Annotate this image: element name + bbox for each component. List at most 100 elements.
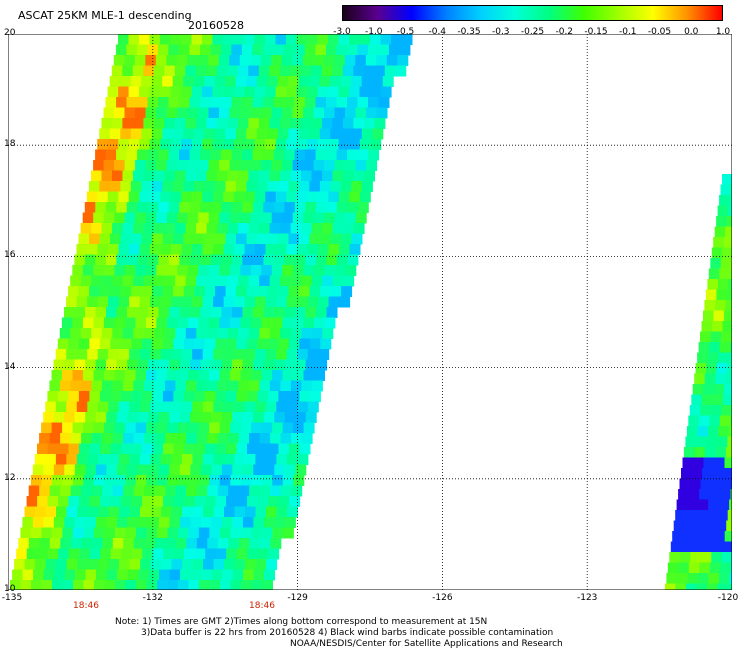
swath-cell (716, 289, 728, 301)
swath-cell (175, 170, 186, 182)
swath-cell (110, 496, 122, 507)
swath-cell (254, 139, 266, 150)
swath-cell (365, 55, 377, 66)
swath-cell (305, 307, 317, 318)
swath-cell (64, 359, 76, 371)
swath-cell (106, 307, 117, 318)
swath-cell (219, 475, 231, 486)
swath-cell (35, 506, 46, 518)
swath-cell (256, 181, 268, 192)
swath-cell (307, 191, 319, 203)
swath-cell (730, 342, 732, 353)
swath-cell (240, 212, 252, 224)
swath-cell (704, 300, 716, 311)
swath-cell (219, 422, 231, 434)
swath-cell (147, 254, 159, 266)
swath-cell (143, 380, 155, 392)
swath-cell (227, 65, 239, 77)
swath-cell (202, 296, 214, 308)
swath-cell (89, 233, 100, 245)
swath-cell (246, 338, 258, 350)
swath-cell (178, 580, 189, 590)
swath-cell (78, 391, 90, 402)
swath-cell (98, 506, 109, 518)
swath-cell (297, 244, 308, 255)
swath-cell (158, 517, 170, 528)
swath-cell (168, 44, 180, 56)
swath-cell (133, 275, 145, 287)
swath-cell (347, 97, 358, 108)
swath-cell (130, 181, 142, 192)
swath-cell (221, 517, 233, 528)
swath-cell (340, 76, 352, 87)
swath-cell (270, 485, 282, 497)
swath-cell (328, 191, 340, 203)
swath-cell (334, 265, 346, 276)
swath-cell (124, 55, 136, 66)
swath-cell (253, 412, 265, 423)
swath-cell (95, 254, 107, 266)
swath-cell (190, 359, 202, 371)
swath-cell (686, 426, 698, 437)
swath-cell (718, 352, 730, 364)
swath-cell (277, 181, 289, 192)
swath-cell (309, 286, 321, 297)
swath-cell (688, 562, 700, 574)
swath-cell (263, 97, 274, 108)
swath-cell (290, 118, 302, 129)
swath-cell (68, 391, 80, 402)
swath-cell (219, 527, 231, 539)
latitude-label: 18 (4, 139, 16, 150)
swath-cell (228, 485, 240, 497)
swath-cell (58, 548, 70, 560)
swath-cell (338, 139, 350, 150)
swath-cell (361, 128, 373, 140)
swath-cell (158, 254, 170, 266)
swath-cell (164, 170, 176, 182)
swath-cell (85, 464, 97, 476)
swath-cell (213, 401, 225, 413)
swath-cell (299, 338, 311, 350)
swath-cell (108, 506, 120, 518)
swath-cell (278, 286, 290, 297)
swath-cell (137, 149, 149, 161)
swath-cell (239, 55, 251, 66)
swath-cell (265, 401, 277, 413)
swath-cell (336, 149, 348, 161)
swath-cell (145, 107, 157, 119)
swath-cell (280, 485, 292, 497)
map-plot (8, 34, 732, 590)
swath-cell (367, 44, 379, 56)
swath-cell (104, 580, 116, 590)
swath-cell (139, 244, 151, 255)
swath-cell (330, 233, 342, 245)
swath-cell (347, 149, 359, 161)
swath-cell (106, 464, 118, 476)
swath-cell (156, 107, 167, 119)
swath-cell (253, 464, 265, 476)
swath-cell (240, 160, 252, 171)
swath-cell (693, 457, 704, 469)
swath-cell (679, 478, 691, 490)
swath-cell (112, 380, 124, 392)
swath-cell (225, 128, 237, 140)
swath-cell (181, 401, 193, 413)
swath-cell (130, 76, 142, 87)
swath-cell (242, 307, 254, 318)
swath-cell (127, 517, 139, 528)
swath-cell (68, 496, 80, 507)
swath-cell (196, 275, 208, 287)
swath-cell (230, 370, 241, 381)
swath-cell (388, 44, 400, 56)
longitude-label: -135 (1, 593, 23, 603)
swath-cell (353, 65, 365, 77)
swath-cell (322, 170, 333, 182)
swath-cell (179, 359, 191, 371)
colorbar-tick-label: -3.0 (333, 27, 351, 37)
swath-cell (334, 55, 346, 66)
swath-cell (190, 517, 202, 528)
swath-cell (211, 517, 223, 528)
swath-cell (206, 328, 218, 339)
swath-cell (351, 181, 363, 192)
swath-cell (688, 415, 700, 427)
